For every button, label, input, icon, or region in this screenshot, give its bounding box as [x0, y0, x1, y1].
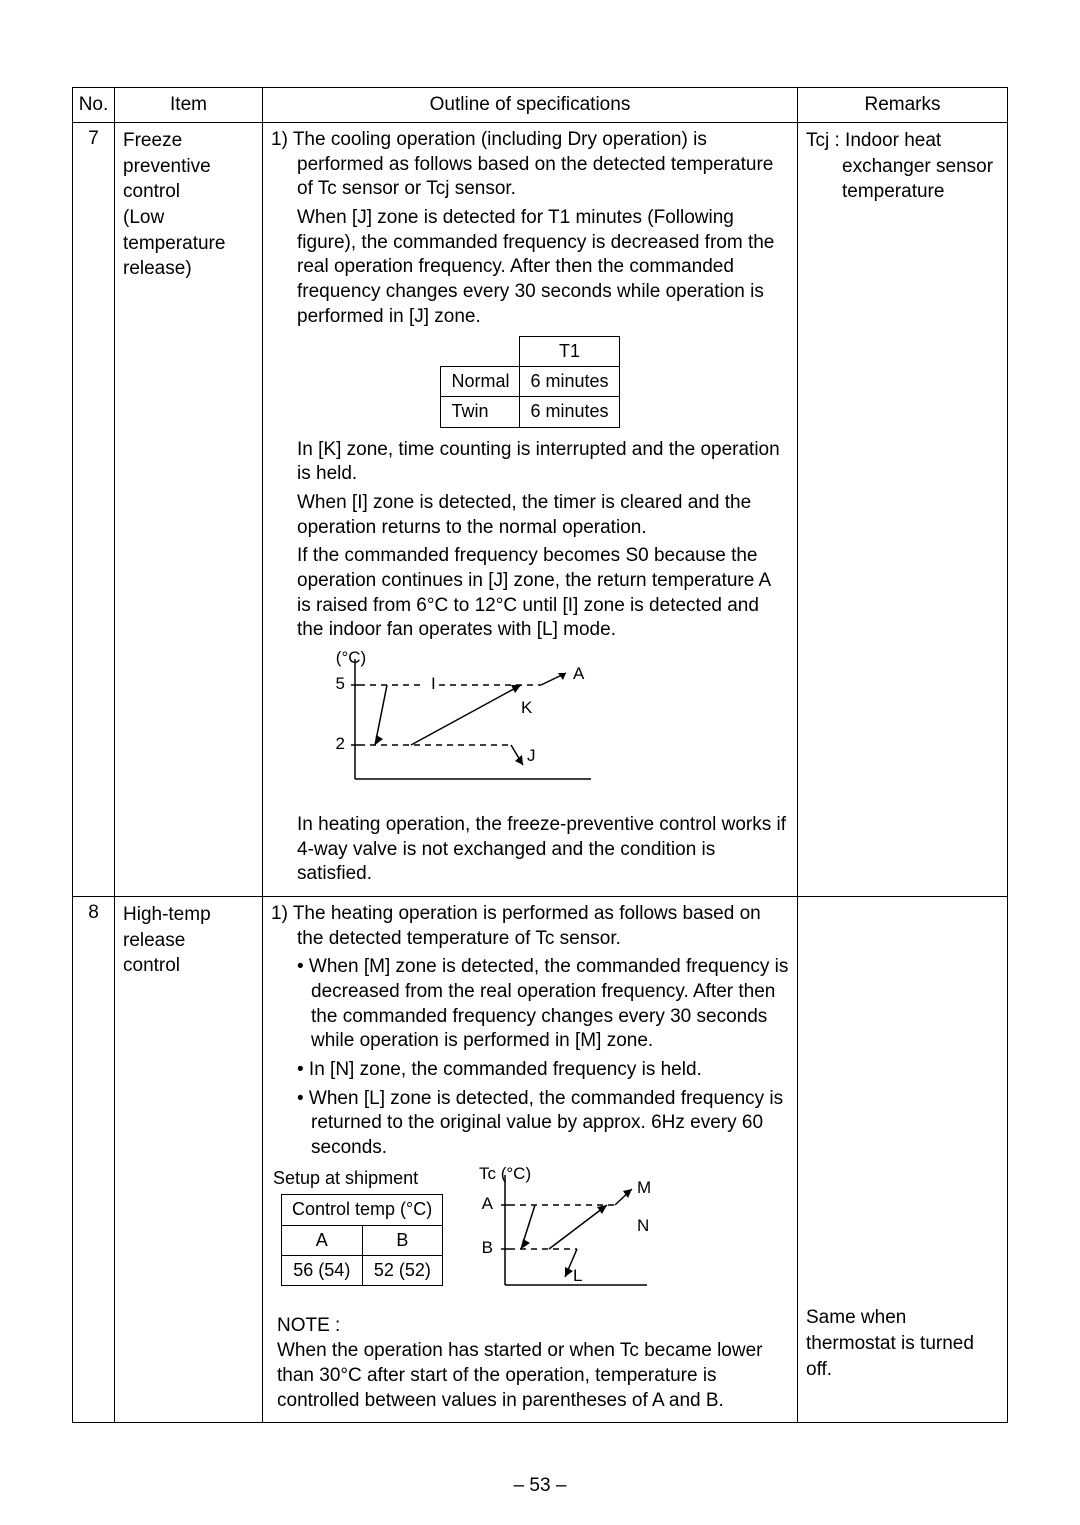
- row7-remarks-l1: Tcj : Indoor heat: [806, 128, 999, 154]
- row7-remarks-l3: temperature: [806, 179, 999, 205]
- row8-chart-N: N: [637, 1216, 649, 1235]
- table-header-row: No. Item Outline of specifications Remar…: [73, 88, 1008, 123]
- row8-chart-B: B: [482, 1238, 493, 1257]
- row7-chart-ylabel: (°C): [336, 649, 366, 667]
- row7-t1-r1c2: 6 minutes: [520, 366, 619, 396]
- row8-note-label: NOTE :: [277, 1314, 789, 1339]
- table-row: 7 Freeze preventive control (Low tempera…: [73, 123, 1008, 897]
- row7-item-l4: release): [123, 256, 254, 282]
- row7-chart-y5: 5: [336, 674, 345, 693]
- row7-item-l2: control: [123, 179, 254, 205]
- header-no: No.: [73, 88, 115, 123]
- row7-chart-K: K: [521, 698, 533, 717]
- row7-p3: In [K] zone, time counting is interrupte…: [271, 438, 789, 487]
- row8-item: High-temp release control: [115, 896, 263, 1422]
- row7-p1: 1) The cooling operation (including Dry …: [271, 128, 789, 202]
- row8-item-l2: control: [123, 953, 254, 979]
- header-outline: Outline of specifications: [263, 88, 798, 123]
- row7-outline: 1) The cooling operation (including Dry …: [263, 123, 798, 897]
- row7-item-l1: Freeze preventive: [123, 128, 254, 179]
- row8-setup-b: B: [362, 1225, 443, 1255]
- row8-item-l1: High-temp release: [123, 902, 254, 953]
- row8-chart-L: L: [573, 1266, 582, 1285]
- row8-b2: • In [N] zone, the commanded frequency i…: [271, 1058, 789, 1083]
- row7-chart-J: J: [527, 746, 536, 765]
- row7-t1-table: T1 Normal 6 minutes Twin 6 minutes: [440, 336, 619, 428]
- row8-chart: Tc (°C) A B: [457, 1167, 667, 1305]
- row8-chart-A: A: [482, 1194, 494, 1213]
- row7-no: 7: [73, 123, 115, 897]
- row8-note: When the operation has started or when T…: [277, 1339, 789, 1413]
- row7-p6: In heating operation, the freeze-prevent…: [271, 813, 789, 887]
- row7-remarks: Tcj : Indoor heat exchanger sensor tempe…: [798, 123, 1008, 897]
- row8-setup: Setup at shipment Control temp (°C) A B …: [271, 1167, 443, 1291]
- spec-table: No. Item Outline of specifications Remar…: [72, 87, 1008, 1423]
- row8-setup-hdr: Control temp (°C): [282, 1195, 443, 1225]
- page-number: – 53 –: [0, 1475, 1080, 1497]
- row8-setup-label: Setup at shipment: [273, 1167, 443, 1190]
- row8-setup-bv: 52 (52): [362, 1255, 443, 1285]
- row7-remarks-l2: exchanger sensor: [806, 154, 999, 180]
- row7-t1-r2c2: 6 minutes: [520, 397, 619, 427]
- row7-chart-A: A: [573, 664, 585, 683]
- row8-b1: • When [M] zone is detected, the command…: [271, 955, 789, 1054]
- row8-b3: • When [L] zone is detected, the command…: [271, 1087, 789, 1161]
- row8-p1: 1) The heating operation is performed as…: [271, 902, 789, 951]
- row8-setup-table: Control temp (°C) A B 56 (54) 52 (52): [281, 1194, 443, 1286]
- row7-item: Freeze preventive control (Low temperatu…: [115, 123, 263, 897]
- row7-p5: If the commanded frequency becomes S0 be…: [271, 544, 789, 643]
- row7-chart-y2: 2: [336, 734, 345, 753]
- row7-p2: When [J] zone is detected for T1 minutes…: [271, 206, 789, 329]
- row7-chart-I: I: [431, 674, 436, 693]
- header-remarks: Remarks: [798, 88, 1008, 123]
- row8-remarks: Same when thermostat is turned off.: [798, 896, 1008, 1422]
- row7-p4: When [I] zone is detected, the timer is …: [271, 491, 789, 540]
- row8-outline: 1) The heating operation is performed as…: [263, 896, 798, 1422]
- row8-setup-av: 56 (54): [282, 1255, 363, 1285]
- row7-chart: (°C) 5 2 I: [311, 649, 789, 807]
- row7-t1-r2c1: Twin: [441, 397, 520, 427]
- row8-setup-a: A: [282, 1225, 363, 1255]
- row7-item-l3: (Low temperature: [123, 205, 254, 256]
- row7-t1-r1c1: Normal: [441, 366, 520, 396]
- table-row: 8 High-temp release control 1) The heati…: [73, 896, 1008, 1422]
- header-item: Item: [115, 88, 263, 123]
- row8-chart-M: M: [637, 1178, 651, 1197]
- row8-no: 8: [73, 896, 115, 1422]
- row7-t1-header: T1: [520, 336, 619, 366]
